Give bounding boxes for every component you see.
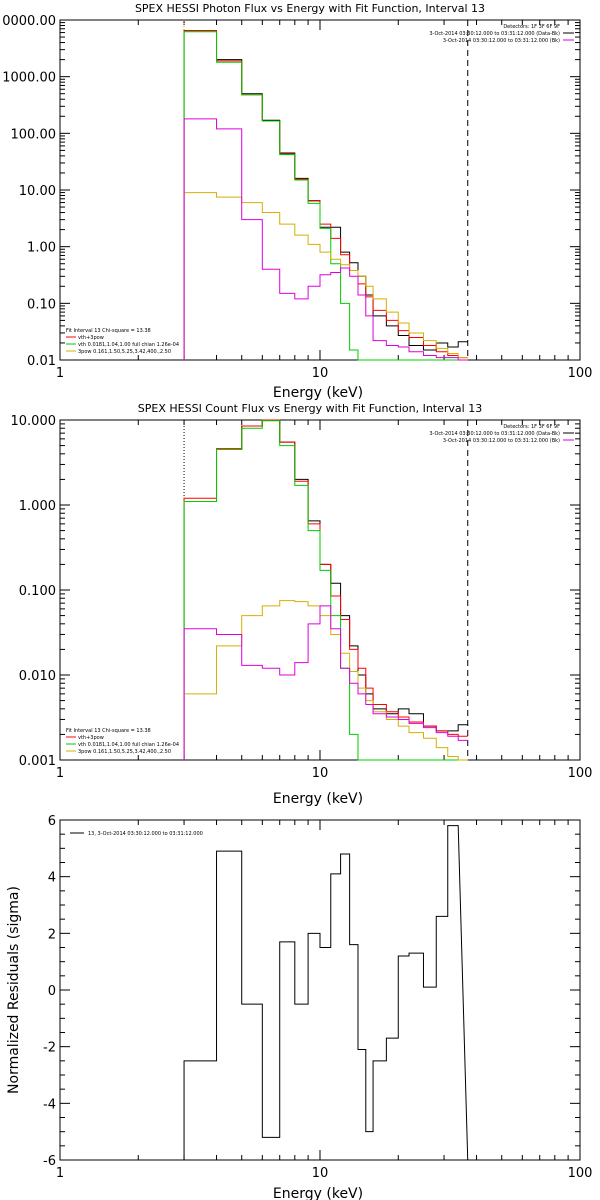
legend-top-label: Detectors: 1F 3F 6F 9F (503, 24, 560, 30)
photon-flux-panel: SPEX HESSI Photon Flux vs Energy with Fi… (2, 2, 592, 401)
legend-bottom-label: Fit Interval 13 Chi-square = 13.38 (66, 728, 151, 734)
series-lines (184, 420, 468, 760)
plot-frame (60, 820, 580, 1160)
legend-bottom-label: vth+3pow (78, 335, 104, 341)
y-tick-label: 2 (48, 927, 56, 942)
legend-bottom-label: 3pow 0.161,1.50,5.25,3.42,400.,2.50 (78, 749, 171, 755)
x-axis-label: Energy (keV) (273, 791, 363, 807)
legend-bottom-label: Fit Interval 13 Chi-square = 13.38 (66, 328, 151, 334)
y-tick-label: 0.010 (19, 669, 56, 684)
legend-bottom-label: vth 0.0181,1.04,1.00 full chian 1.26e-04 (78, 742, 179, 748)
legend-top-label: 3-Oct-2014 03:30:12.000 to 03:31:12.000 … (429, 431, 560, 437)
x-axis-label: Energy (keV) (273, 385, 363, 401)
legend-top-label: 3-Oct-2014 03:30:12.000 to 03:31:12.000 … (443, 438, 560, 444)
x-tick-label: 1 (56, 766, 64, 781)
y-tick-label: 10.000 (11, 414, 57, 429)
y-tick-label: 100.00 (11, 127, 57, 142)
x-tick-label: 1 (56, 366, 64, 381)
plot-frame (60, 20, 580, 360)
thermal-fit-line (184, 421, 468, 760)
x-tick-label: 100 (568, 366, 593, 381)
y-tick-label: -2 (43, 1041, 56, 1056)
x-tick-label: 10 (312, 766, 329, 781)
power-law-fit-line (184, 601, 468, 760)
plot-frame (60, 420, 580, 760)
legend-bottom: Fit Interval 13 Chi-square = 13.38vth+3p… (66, 728, 179, 755)
axes: 1 10 100 0.01 0.10 1.00 10.00 100.00 1000.00 0000… (2, 14, 592, 381)
y-tick-label: -6 (43, 1154, 56, 1169)
y-tick-label: 1.00 (27, 241, 56, 256)
legend-bottom-label: vth 0.0181,1.04,1.00 full chian 1.26e-04 (78, 342, 179, 348)
y-tick-label: 1.000 (19, 499, 56, 514)
background-line (184, 119, 468, 360)
fit-total-line (184, 420, 468, 760)
y-tick-label: 6 (48, 814, 56, 829)
x-tick-label: 100 (568, 1166, 593, 1181)
y-tick-label: 1000.00 (2, 71, 56, 86)
chart-title: SPEX HESSI Photon Flux vs Energy with Fi… (135, 2, 485, 15)
thermal-fit-line (184, 32, 468, 360)
data-series-line (184, 420, 468, 760)
y-tick-label: 0.001 (19, 754, 56, 769)
y-tick-label: 0.10 (27, 297, 56, 312)
y-tick-label: 0.100 (19, 584, 56, 599)
y-tick-label: 0 (48, 984, 56, 999)
legend-label: 13, 3-Oct-2014 03:30:12.000 to 03:31:12.… (88, 831, 203, 837)
count-flux-panel: SPEX HESSI Count Flux vs Energy with Fit… (11, 402, 593, 807)
residuals-line (184, 826, 468, 1160)
background-line (184, 606, 468, 760)
x-axis-label: Energy (keV) (273, 1186, 363, 1200)
legend-top: Detectors: 1F 3F 6F 9F3-Oct-2014 03:30:1… (429, 24, 574, 44)
y-tick-label: 0.01 (27, 354, 56, 369)
x-tick-label: 10 (312, 366, 329, 381)
x-tick-label: 100 (568, 766, 593, 781)
axes: 1 10 100 0.001 0.010 0.100 1.000 10.000 (11, 414, 593, 781)
legend-top-label: Detectors: 1F 3F 6F 9F (503, 424, 560, 430)
legend-top-label: 3-Oct-2014 03:30:12.000 to 03:31:12.000 … (429, 31, 560, 37)
y-tick-label: 10.00 (19, 184, 56, 199)
legend-top: Detectors: 1F 3F 6F 9F3-Oct-2014 03:30:1… (429, 424, 574, 444)
data-series-line (184, 31, 468, 360)
y-tick-label: 0000.00 (2, 14, 56, 29)
series-lines (184, 826, 468, 1160)
y-tick-label: -4 (43, 1097, 56, 1112)
power-law-fit-line (184, 193, 468, 360)
legend-top-label: 3-Oct-2014 03:30:12.000 to 03:31:12.000 … (443, 38, 560, 44)
axes: 1 10 100 -6 -4 -2 0 2 4 6 (43, 814, 592, 1181)
fit-total-line (184, 31, 468, 360)
legend-bottom-label: vth+3pow (78, 735, 104, 741)
legend-bottom-label: 3pow 0.161,1.50,5.25,3.42,400.,2.50 (78, 349, 171, 355)
series-lines (184, 31, 468, 360)
legend-bottom: Fit Interval 13 Chi-square = 13.38vth+3p… (66, 328, 179, 355)
chart-title: SPEX HESSI Count Flux vs Energy with Fit… (138, 402, 482, 415)
y-axis-label: Normalized Residuals (sigma) (6, 886, 22, 1094)
spectrum-charts: SPEX HESSI Photon Flux vs Energy with Fi… (0, 0, 600, 1200)
x-tick-label: 10 (312, 1166, 329, 1181)
y-tick-label: 4 (48, 871, 56, 886)
x-tick-label: 1 (56, 1166, 64, 1181)
residuals-panel: 1 10 100 -6 -4 -2 0 2 4 6 Energy (keV) Normalized… (6, 814, 592, 1200)
